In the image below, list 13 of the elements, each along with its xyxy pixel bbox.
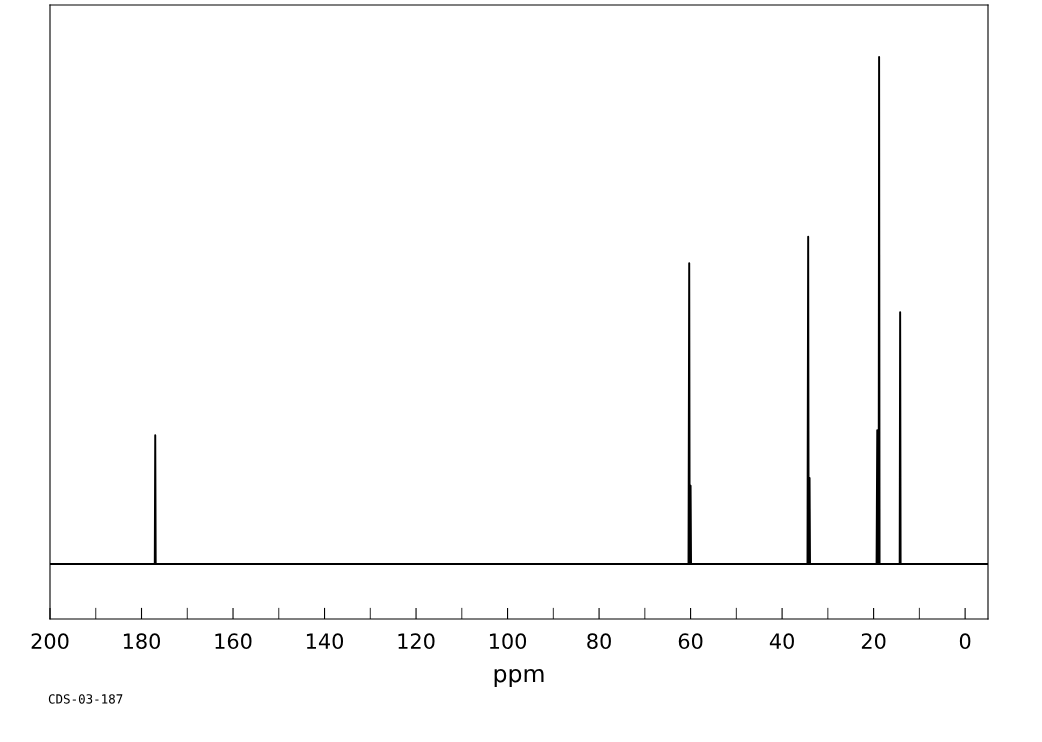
x-tick-label: 180 [123, 633, 161, 650]
x-tick-label: 40 [769, 633, 794, 650]
x-tick-label: 60 [678, 633, 703, 650]
x-tick-label: 0 [959, 633, 971, 650]
x-tick-label: 200 [31, 633, 69, 650]
x-tick-label: 100 [489, 633, 527, 650]
x-tick-label: 80 [587, 633, 611, 650]
x-tick-label: 140 [306, 633, 344, 650]
x-axis-title: ppm [494, 668, 544, 688]
x-tick-label: 120 [398, 633, 435, 650]
text: CDS-03-187 [48, 694, 123, 704]
x-tick-label: 20 [861, 633, 886, 650]
x-tick-label: 160 [215, 633, 252, 650]
